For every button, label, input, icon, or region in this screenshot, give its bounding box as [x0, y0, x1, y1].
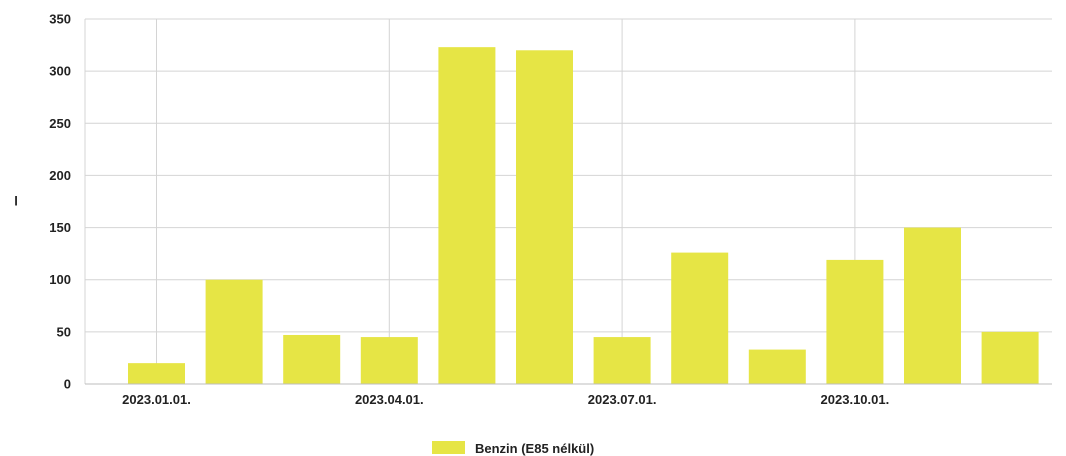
x-tick-label: 2023.01.01. — [122, 392, 191, 407]
bar[interactable] — [748, 349, 806, 384]
legend-label: Benzin (E85 nélkül) — [475, 441, 594, 456]
bar[interactable] — [360, 337, 418, 384]
y-tick-label: 50 — [57, 324, 71, 339]
bar[interactable] — [671, 252, 729, 384]
bars — [128, 47, 1039, 385]
bar[interactable] — [826, 259, 884, 384]
x-tick-label: 2023.10.01. — [821, 392, 890, 407]
bar[interactable] — [516, 50, 573, 385]
bar[interactable] — [205, 279, 263, 384]
x-tick-label: 2023.04.01. — [355, 392, 424, 407]
y-axis-title: l — [14, 194, 18, 209]
y-tick-label: 150 — [49, 220, 71, 235]
y-tick-label: 200 — [49, 168, 71, 183]
y-tick-label: 350 — [49, 12, 71, 27]
y-tick-label: 300 — [49, 64, 71, 79]
bar[interactable] — [438, 47, 496, 385]
bar[interactable] — [593, 337, 651, 384]
bar[interactable] — [981, 331, 1039, 384]
y-tick-label: 100 — [49, 272, 71, 287]
bar[interactable] — [128, 363, 185, 384]
y-tick-label: 0 — [64, 377, 71, 392]
x-tick-label: 2023.07.01. — [588, 392, 657, 407]
bar[interactable] — [283, 334, 341, 384]
legend[interactable]: Benzin (E85 nélkül) — [432, 441, 594, 456]
legend-swatch — [432, 441, 465, 454]
axes: 0 50 100 150 200 250 300 350 l 2023.01.01. 2023.04… — [14, 12, 1052, 407]
y-tick-label: 250 — [49, 116, 71, 131]
bar[interactable] — [904, 227, 961, 384]
